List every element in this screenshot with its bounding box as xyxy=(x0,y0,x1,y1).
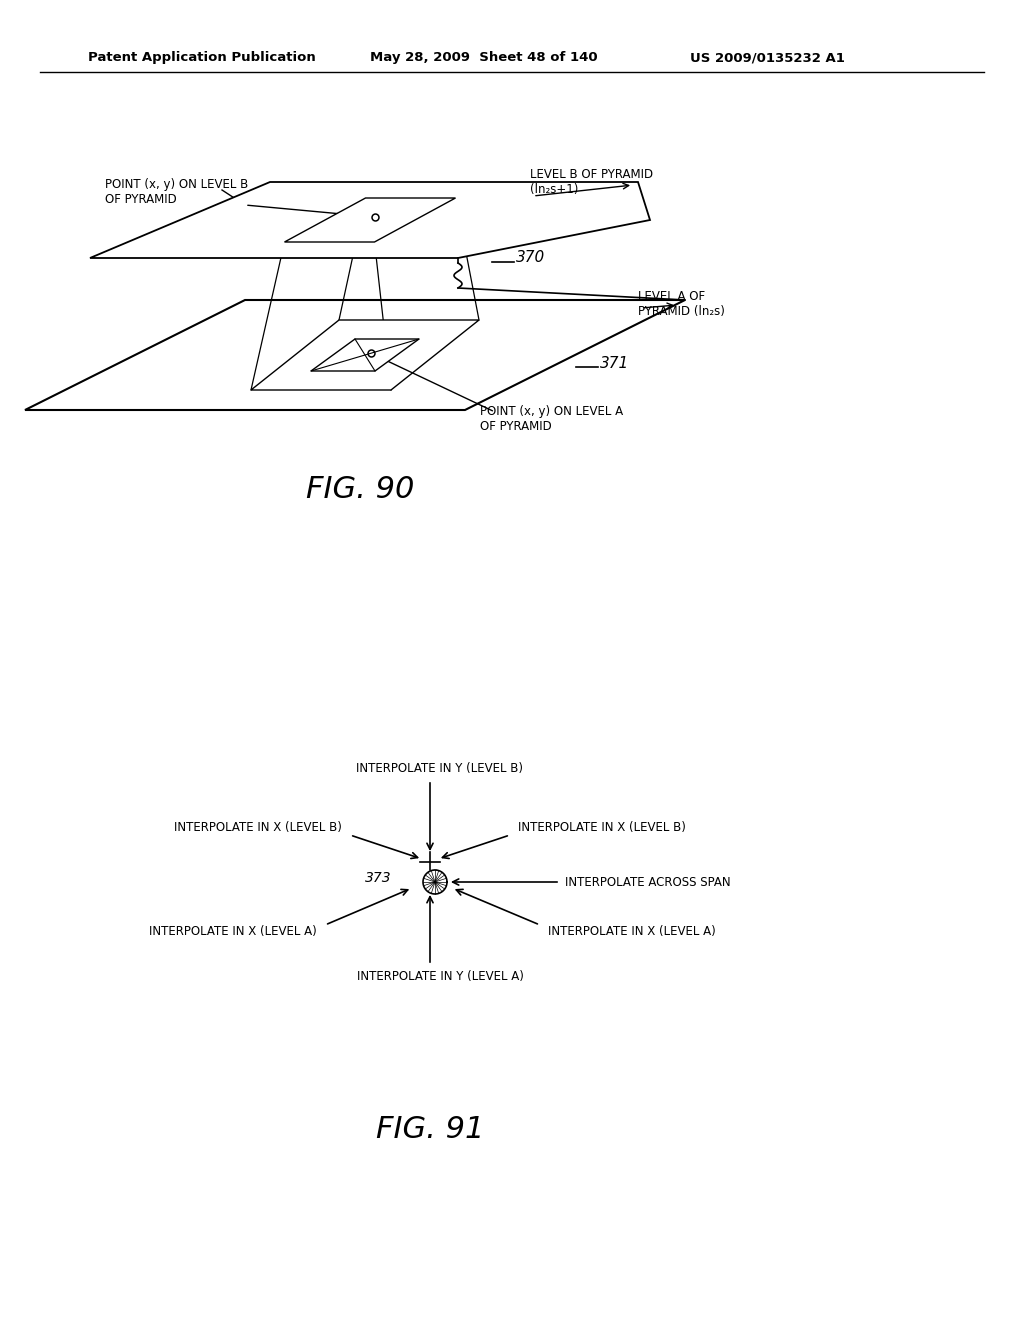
Polygon shape xyxy=(25,300,685,411)
Text: US 2009/0135232 A1: US 2009/0135232 A1 xyxy=(690,51,845,65)
Text: OF PYRAMID: OF PYRAMID xyxy=(480,420,552,433)
Text: 373: 373 xyxy=(366,871,392,884)
Polygon shape xyxy=(251,319,479,389)
Text: FIG. 91: FIG. 91 xyxy=(376,1115,484,1144)
Text: Patent Application Publication: Patent Application Publication xyxy=(88,51,315,65)
Text: (ln₂s+1): (ln₂s+1) xyxy=(530,183,579,195)
Text: 371: 371 xyxy=(600,355,630,371)
Polygon shape xyxy=(90,182,650,257)
Text: INTERPOLATE IN X (LEVEL A): INTERPOLATE IN X (LEVEL A) xyxy=(548,925,716,939)
Polygon shape xyxy=(423,870,447,894)
Text: PYRAMID (ln₂s): PYRAMID (ln₂s) xyxy=(638,305,725,318)
Text: INTERPOLATE IN Y (LEVEL A): INTERPOLATE IN Y (LEVEL A) xyxy=(356,970,523,983)
Text: LEVEL B OF PYRAMID: LEVEL B OF PYRAMID xyxy=(530,168,653,181)
Polygon shape xyxy=(311,339,419,371)
Text: POINT (x, y) ON LEVEL B: POINT (x, y) ON LEVEL B xyxy=(105,178,248,191)
Text: INTERPOLATE ACROSS SPAN: INTERPOLATE ACROSS SPAN xyxy=(565,875,731,888)
Text: INTERPOLATE IN X (LEVEL B): INTERPOLATE IN X (LEVEL B) xyxy=(174,821,342,834)
Text: POINT (x, y) ON LEVEL A: POINT (x, y) ON LEVEL A xyxy=(480,405,624,418)
Text: OF PYRAMID: OF PYRAMID xyxy=(105,193,177,206)
Text: INTERPOLATE IN X (LEVEL A): INTERPOLATE IN X (LEVEL A) xyxy=(150,925,317,939)
Text: LEVEL A OF: LEVEL A OF xyxy=(638,290,706,304)
Text: May 28, 2009  Sheet 48 of 140: May 28, 2009 Sheet 48 of 140 xyxy=(370,51,598,65)
Polygon shape xyxy=(285,198,456,242)
Text: INTERPOLATE IN Y (LEVEL B): INTERPOLATE IN Y (LEVEL B) xyxy=(356,762,523,775)
Text: INTERPOLATE IN X (LEVEL B): INTERPOLATE IN X (LEVEL B) xyxy=(518,821,686,834)
Text: 370: 370 xyxy=(516,251,545,265)
Text: FIG. 90: FIG. 90 xyxy=(306,475,414,504)
